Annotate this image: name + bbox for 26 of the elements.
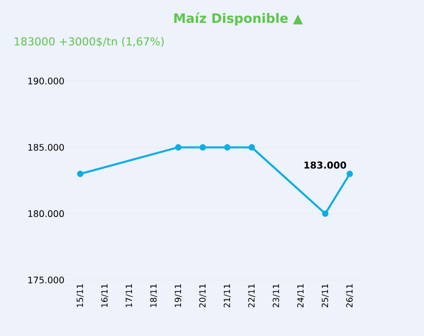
x-tick-label: 16/11	[101, 284, 108, 307]
data-label: 183.000	[304, 162, 346, 169]
x-tick-label: 19/11	[174, 284, 182, 307]
x-tick-label: 21/11	[224, 284, 231, 308]
point	[248, 144, 255, 151]
point	[322, 210, 328, 217]
chart-subtitle: 183000 +3000$/tn (1,67%)	[14, 37, 164, 47]
point	[77, 170, 84, 178]
point	[346, 170, 353, 178]
x-tick-label: 26/11	[346, 284, 354, 308]
y-tick-label: 175.000	[28, 276, 64, 284]
point	[200, 144, 206, 151]
x-tick-label: 15/11	[76, 284, 84, 307]
y-tick-label: 180.000	[28, 210, 64, 218]
x-tick-label: 22/11	[248, 284, 256, 308]
y-tick-label: 185.000	[28, 144, 64, 151]
point	[224, 144, 230, 151]
point	[175, 144, 182, 151]
x-tick-label: 23/11	[272, 284, 280, 308]
x-tick-label: 18/11	[150, 284, 158, 307]
x-tick-label: 24/11	[297, 284, 304, 308]
x-tick-label: 25/11	[322, 284, 329, 308]
chart-title: Maíz Disponible ▲	[174, 12, 303, 26]
y-tick-label: 190.000	[28, 78, 64, 84]
x-tick-label: 17/11	[126, 284, 133, 307]
x-tick-label: 20/11	[199, 284, 206, 308]
